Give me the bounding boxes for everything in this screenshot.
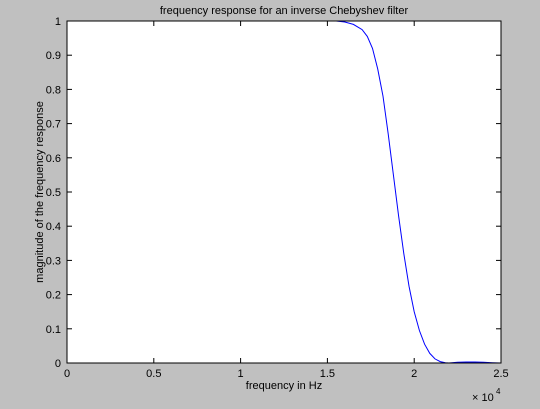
x-tick-label: 1: [238, 368, 244, 380]
x-axis-multiplier-exponent: 4: [496, 387, 501, 396]
x-axis-multiplier: × 10: [472, 392, 494, 404]
y-tick-label: 0: [55, 358, 61, 370]
series-line-1: [67, 20, 502, 364]
x-tick-label: 0.5: [146, 368, 161, 380]
y-axis-label: magnitude of the frequency response: [34, 101, 46, 283]
y-tick-label: 0.7: [46, 119, 61, 131]
ticks-layer: 0 0.5 1 1.5 2 2.5 0 0.1 0.2 0.3 0.4 0.5 0.6 0.7 0.8 0.9…: [46, 16, 509, 380]
x-tick-label: 0: [64, 368, 70, 380]
x-tick-label: 2: [411, 368, 417, 380]
series-layer: [67, 20, 502, 364]
y-tick-label: 0.1: [46, 324, 61, 336]
y-tick-label: 0.9: [46, 50, 61, 62]
x-tick-label: 1.5: [320, 368, 335, 380]
x-tick-label: 2.5: [493, 368, 508, 380]
x-axis-label: frequency in Hz: [246, 380, 322, 392]
y-tick-label: 0.4: [46, 221, 61, 233]
y-tick-label: 1: [55, 16, 61, 28]
y-tick-label: 0.8: [46, 84, 61, 96]
chart-title: frequency response for an inverse Chebys…: [160, 5, 409, 17]
y-tick-label: 0.2: [46, 290, 61, 302]
y-tick-label: 0.6: [46, 153, 61, 165]
plot-area: [67, 21, 501, 363]
y-tick-label: 0.5: [46, 187, 61, 199]
y-tick-label: 0.3: [46, 255, 61, 267]
